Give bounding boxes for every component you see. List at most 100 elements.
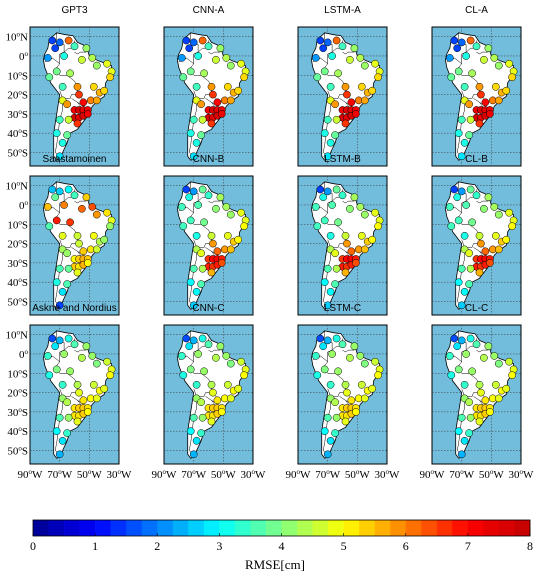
station-marker: [209, 388, 217, 397]
station-marker: [186, 278, 195, 287]
station-marker: [213, 247, 222, 256]
station-marker: [207, 417, 216, 426]
colorbar-segment: [297, 520, 313, 536]
panel-title: CNN-B: [193, 154, 225, 165]
station-marker: [55, 38, 64, 47]
station-marker: [343, 388, 351, 397]
country-border: [476, 200, 489, 204]
station-marker: [323, 38, 332, 47]
station-marker: [374, 222, 382, 231]
station-marker: [177, 54, 186, 62]
station-marker: [447, 73, 456, 82]
station-marker: [457, 264, 466, 273]
station-marker: [60, 350, 68, 358]
station-marker: [360, 245, 369, 254]
lat-tick-label: 10oS: [7, 69, 28, 82]
colorbar-segment: [452, 520, 469, 536]
station-marker: [52, 278, 61, 287]
station-marker: [83, 110, 92, 118]
lon-tick-label: 70oW: [449, 468, 475, 481]
station-marker: [457, 152, 466, 161]
station-marker: [106, 222, 114, 231]
station-marker: [213, 98, 222, 107]
station-marker: [198, 185, 207, 194]
lat-tick-label: 0o: [19, 348, 29, 361]
station-marker: [356, 54, 365, 62]
station-marker: [457, 413, 466, 422]
station-marker: [350, 342, 359, 351]
station-marker: [177, 203, 186, 211]
station-marker: [45, 371, 54, 380]
station-marker: [502, 384, 511, 393]
station-marker: [189, 301, 198, 310]
station-marker: [73, 82, 82, 91]
station-marker: [453, 193, 462, 202]
station-marker: [475, 231, 484, 240]
country-border: [74, 349, 87, 353]
lon-tick-label: 50oW: [77, 468, 103, 481]
station-marker: [55, 336, 64, 345]
station-marker: [48, 334, 57, 343]
station-marker: [326, 436, 335, 445]
station-marker: [323, 264, 332, 273]
station-marker: [460, 380, 469, 389]
station-marker: [82, 342, 91, 351]
station-marker: [58, 436, 67, 445]
station-marker: [64, 413, 73, 422]
station-marker: [490, 54, 499, 62]
station-marker: [82, 193, 91, 202]
lon-tick-label: 90oW: [420, 468, 446, 481]
panel-title: CL-C: [465, 303, 488, 314]
station-marker: [332, 115, 341, 124]
colorbar-segment: [141, 520, 158, 536]
lat-tick-label: 30oS: [7, 406, 28, 419]
station-marker: [212, 204, 220, 213]
station-marker: [311, 203, 320, 211]
colorbar-segment: [405, 520, 422, 536]
station-marker: [88, 203, 97, 211]
station-marker: [64, 115, 73, 124]
station-marker: [70, 340, 79, 349]
colorbar-tick-label: 7: [465, 539, 471, 553]
station-marker: [73, 119, 82, 128]
station-marker: [323, 187, 332, 196]
station-marker: [311, 352, 320, 360]
lon-tick-label: 70oW: [315, 468, 341, 481]
station-marker: [323, 152, 332, 161]
station-marker: [58, 138, 67, 147]
map-panel: Saastamoinen: [29, 154, 120, 316]
station-marker: [326, 231, 335, 240]
station-marker: [89, 231, 98, 240]
station-marker: [494, 61, 503, 70]
colorbar-segment: [157, 520, 174, 536]
station-marker: [226, 61, 235, 70]
station-marker: [189, 152, 198, 161]
map-panels: GPT3 CNN-A LSTM-A CL-A Saastamoinen CNN-B LSTM…: [29, 5, 522, 465]
station-marker: [346, 204, 354, 213]
station-marker: [63, 429, 71, 437]
station-marker: [88, 352, 97, 360]
station-marker: [332, 413, 341, 422]
station-marker: [454, 216, 463, 225]
station-marker: [70, 42, 79, 51]
station-marker: [64, 334, 73, 343]
lon-tick-label: 50oW: [345, 468, 371, 481]
station-marker: [508, 222, 516, 231]
station-marker: [323, 336, 332, 345]
station-marker: [334, 218, 342, 227]
station-marker: [75, 239, 83, 248]
lon-tick-label: 90oW: [286, 468, 312, 481]
panel-title: CNN-A: [193, 5, 225, 16]
station-marker: [457, 187, 466, 196]
station-marker: [328, 201, 336, 209]
station-marker: [179, 222, 188, 231]
station-marker: [186, 427, 195, 436]
station-marker: [92, 394, 101, 403]
station-marker: [465, 398, 473, 407]
colorbar-segment: [79, 520, 96, 536]
country-border: [476, 349, 489, 353]
station-marker: [460, 138, 469, 147]
colorbar-segment: [126, 520, 143, 536]
colorbar-segment: [110, 520, 127, 536]
station-marker: [63, 100, 71, 109]
